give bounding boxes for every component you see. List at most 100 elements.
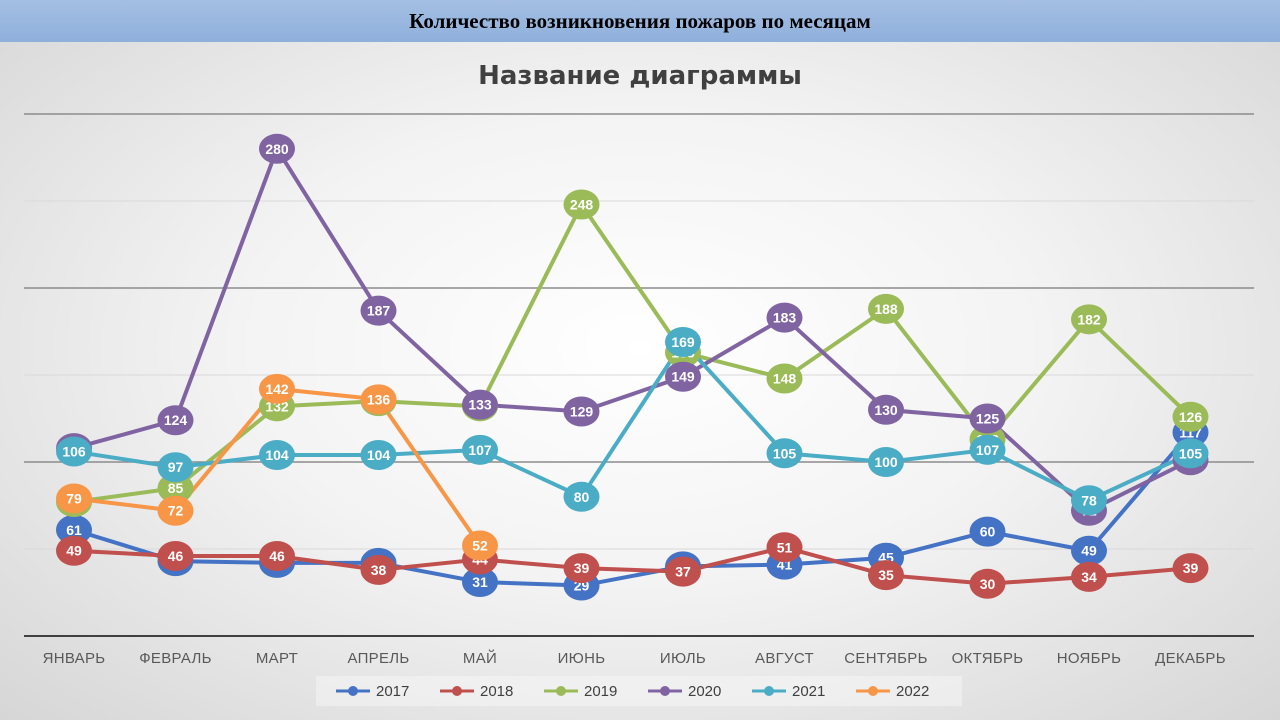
legend-swatch-marker [868, 686, 878, 696]
point-marker [1172, 401, 1209, 432]
point-marker [157, 540, 194, 571]
data-label: 104 [367, 447, 391, 463]
data-point-2019: 182 [1071, 304, 1107, 335]
data-point-2021: 104 [259, 440, 295, 471]
data-point-2020: 183 [766, 302, 803, 333]
data-label: 80 [574, 489, 590, 505]
legend-swatch-marker [556, 686, 566, 696]
x-tick-label: ДЕКАБРЬ [1155, 650, 1226, 667]
point-marker [665, 556, 701, 587]
data-label: 79 [66, 491, 82, 507]
data-point-2018: 34 [1071, 561, 1107, 592]
data-label: 51 [777, 539, 793, 555]
data-point-2021: 80 [563, 481, 600, 512]
data-label: 182 [1077, 311, 1101, 327]
legend-label: 2021 [792, 683, 825, 700]
data-point-2018: 46 [259, 540, 295, 571]
point-marker [563, 553, 600, 584]
data-point-2018: 37 [665, 556, 701, 587]
data-point-2020: 133 [462, 389, 498, 420]
x-tick-label: НОЯБРЬ [1057, 650, 1122, 667]
chart-title: Название диаграммы [478, 61, 802, 91]
point-marker [56, 514, 92, 545]
data-label: 148 [773, 370, 797, 386]
banner-title: Количество возникновения пожаров по меся… [409, 8, 871, 33]
data-label: 31 [472, 574, 488, 590]
data-point-2020: 149 [665, 361, 701, 392]
point-marker [56, 483, 92, 514]
data-point-2021: 97 [157, 452, 194, 483]
point-marker [360, 554, 397, 585]
data-point-2022: 79 [56, 483, 92, 514]
point-marker [1172, 438, 1209, 469]
data-point-2018: 39 [563, 553, 600, 584]
data-label: 183 [773, 310, 797, 326]
legend-item-2017: 2017 [336, 683, 409, 700]
data-point-2019: 188 [868, 293, 904, 324]
data-point-2018: 38 [360, 554, 397, 585]
point-marker [563, 396, 600, 427]
data-label: 136 [367, 391, 391, 407]
data-point-2018: 30 [969, 568, 1006, 599]
data-point-2022: 142 [259, 373, 295, 404]
point-marker [1071, 561, 1107, 592]
data-point-2018: 46 [157, 540, 194, 571]
point-marker [969, 516, 1006, 547]
point-marker [563, 189, 600, 220]
data-label: 35 [878, 567, 894, 583]
data-label: 97 [168, 459, 184, 475]
data-point-2022: 72 [157, 495, 194, 526]
x-tick-label: СЕНТЯБРЬ [844, 650, 927, 667]
legend-item-2021: 2021 [752, 683, 825, 700]
point-marker [1071, 535, 1107, 566]
data-label: 248 [570, 196, 594, 212]
legend-swatch-marker [660, 686, 670, 696]
data-point-2021: 106 [56, 436, 92, 467]
point-marker [766, 438, 803, 469]
series-line-2020 [72, 146, 1193, 513]
data-label: 142 [265, 381, 289, 397]
data-point-2022: 52 [462, 530, 498, 561]
point-marker [868, 560, 904, 591]
data-point-2020: 124 [157, 405, 194, 436]
data-point-2022: 136 [360, 384, 397, 415]
data-label: 124 [164, 412, 188, 428]
point-marker [969, 434, 1006, 465]
data-label: 106 [62, 444, 86, 460]
x-tick-label: МАЙ [463, 649, 497, 667]
data-label: 125 [976, 411, 1000, 427]
point-marker [56, 535, 92, 566]
legend-item-2020: 2020 [648, 683, 721, 700]
data-label: 52 [472, 538, 488, 554]
data-label: 280 [265, 141, 289, 157]
point-marker [462, 389, 498, 420]
data-label: 100 [874, 454, 898, 470]
data-label: 30 [980, 576, 996, 592]
data-label: 85 [168, 480, 184, 496]
data-label: 46 [168, 548, 184, 564]
point-marker [665, 361, 701, 392]
x-tick-label: ИЮНЬ [558, 650, 606, 667]
series-lines [72, 146, 1193, 588]
data-label: 34 [1081, 569, 1097, 585]
point-marker [157, 405, 194, 436]
data-point-2019: 248 [563, 189, 600, 220]
data-point-2017: 31 [462, 567, 498, 598]
legend-label: 2022 [896, 683, 929, 700]
point-marker [969, 568, 1006, 599]
data-point-2020: 129 [563, 396, 600, 427]
data-point-2020: 280 [259, 133, 295, 164]
point-marker [868, 447, 904, 477]
data-point-2018: 51 [766, 532, 803, 563]
data-label: 46 [269, 548, 285, 564]
data-label: 105 [773, 445, 797, 461]
series-line-2017 [72, 430, 1193, 588]
data-point-2021: 105 [1172, 438, 1209, 469]
data-label: 133 [468, 397, 492, 413]
point-marker [360, 384, 397, 415]
legend-label: 2020 [688, 683, 721, 700]
x-tick-label: АПРЕЛЬ [347, 650, 409, 667]
point-marker [766, 363, 803, 394]
data-point-2021: 107 [969, 434, 1006, 465]
data-label: 149 [671, 369, 695, 385]
